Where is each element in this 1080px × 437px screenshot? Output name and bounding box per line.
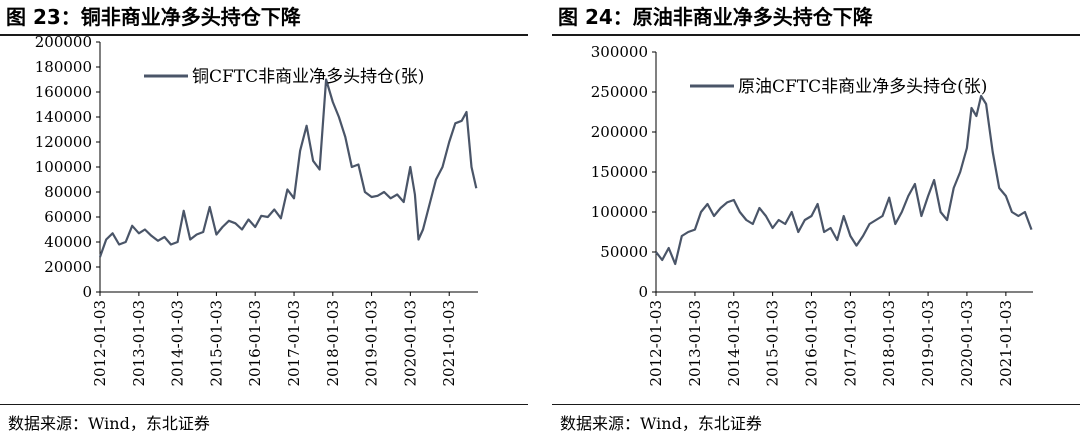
x-tick-label: 2017-01-03 <box>841 300 859 386</box>
legend-label: 原油CFTC非商业净多头持仓(张) <box>738 77 987 97</box>
series-line <box>98 78 478 258</box>
x-tick-label: 2012-01-03 <box>91 300 109 386</box>
x-tick-label: 2019-01-03 <box>363 300 381 386</box>
x-tick-label: 2015-01-03 <box>764 300 782 386</box>
x-tick-label: 2013-01-03 <box>686 300 704 386</box>
x-tick-label: 2015-01-03 <box>207 300 225 386</box>
y-tick-label: 300000 <box>591 43 648 61</box>
x-tick-label: 2017-01-03 <box>285 300 303 386</box>
chart-panel-copper: 图 23：铜非商业净多头持仓下降 0 20000 40000 60000 80000 10… <box>0 0 528 437</box>
y-tick-label: 50000 <box>600 243 648 261</box>
y-tick-label: 250000 <box>591 83 648 101</box>
y-tick-label: 120000 <box>35 133 92 151</box>
x-tick-label: 2020-01-03 <box>401 300 419 386</box>
source-note: 数据来源：Wind，东北证券 <box>560 414 762 433</box>
series-line <box>655 94 1033 266</box>
y-tick-label: 80000 <box>44 183 92 201</box>
y-tick-label: 100000 <box>591 203 648 221</box>
x-tick-label: 2014-01-03 <box>725 300 743 386</box>
figure-title: 图 23：铜非商业净多头持仓下降 <box>6 5 301 29</box>
y-tick-label: 180000 <box>35 58 92 76</box>
x-tick-label: 2018-01-03 <box>880 300 898 386</box>
y-tick-label: 0 <box>82 283 92 301</box>
y-tick-label: 20000 <box>44 258 92 276</box>
title-rule <box>552 34 1080 36</box>
y-tick-label: 140000 <box>35 108 92 126</box>
chart-panel-crude-oil: 图 24：原油非商业净多头持仓下降 0 50000 100000 150000 2000… <box>552 0 1080 437</box>
x-tick-label: 2016-01-03 <box>802 300 820 386</box>
source-note: 数据来源：Wind，东北证券 <box>8 414 210 433</box>
x-tick-label: 2016-01-03 <box>246 300 264 386</box>
title-rule <box>0 34 528 36</box>
line-chart-copper: 0 20000 40000 60000 80000 100000 120000 140000 1… <box>35 36 478 386</box>
x-tick-label: 2021-01-03 <box>440 300 458 386</box>
x-tick-label: 2012-01-03 <box>647 300 665 386</box>
y-tick-label: 200000 <box>35 36 92 51</box>
y-tick-label: 0 <box>638 283 648 301</box>
x-tick-label: 2013-01-03 <box>130 300 148 386</box>
y-tick-label: 150000 <box>591 163 648 181</box>
footer-rule <box>0 404 528 405</box>
x-tick-label: 2019-01-03 <box>919 300 937 386</box>
y-tick-label: 40000 <box>44 233 92 251</box>
legend-label: 铜CFTC非商业净多头持仓(张) <box>192 67 424 87</box>
x-tick-label: 2014-01-03 <box>169 300 187 386</box>
x-tick-label: 2021-01-03 <box>997 300 1015 386</box>
x-tick-label: 2020-01-03 <box>958 300 976 386</box>
line-chart-crude-oil: 0 50000 100000 150000 200000 250000 300000 2012… <box>591 43 1033 386</box>
y-tick-label: 200000 <box>591 123 648 141</box>
x-tick-label: 2018-01-03 <box>324 300 342 386</box>
footer-rule <box>552 404 1080 405</box>
y-tick-label: 60000 <box>44 208 92 226</box>
y-tick-label: 160000 <box>35 83 92 101</box>
figure-title: 图 24：原油非商业净多头持仓下降 <box>558 5 873 29</box>
y-tick-label: 100000 <box>35 158 92 176</box>
